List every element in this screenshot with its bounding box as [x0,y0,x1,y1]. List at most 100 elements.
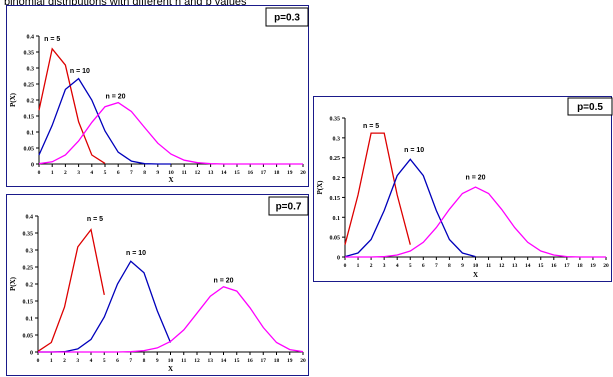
chart-svg-p05: 00.050.10.150.20.250.30.350 1 2 3 4 5 6 7 8 9 10 11… [316,97,613,279]
y-tick-label-p03: 0.05 [24,147,35,153]
x-tick-label-p07: 16 [247,358,253,364]
x-tick-label-p05: 0 [344,263,347,269]
title-box-p03 [265,7,309,27]
series-label-p07-n20: n = 20 [213,277,233,284]
series-line-p05-n20 [345,186,606,258]
x-tick-label-p05: 14 [525,263,531,269]
x-tick-label-p03: 15 [234,170,240,176]
x-tick-label-p03: 14 [221,170,227,176]
x-tick-label-p03: 17 [261,170,267,176]
y-tick-label-p07: 0.15 [23,300,34,306]
series-line-p07-n10 [38,260,172,353]
x-tick-label-p07: 7 [129,358,132,364]
series-line-p07-n5 [37,228,105,352]
x-tick-label-p07: 6 [116,358,119,364]
chart-title-p03: p=0.3 [274,13,300,24]
series-line-p05-n10 [344,158,476,258]
x-tick-label-p07: 9 [156,358,159,364]
x-tick-label-p07: 4 [90,358,93,364]
x-tick-label-p05: 7 [435,263,438,269]
y-tick-label-p05: 0.15 [330,196,341,202]
y-tick-label-p05: 0.1 [333,216,341,222]
y-tick-label-p07: 0.35 [23,232,34,238]
y-tick-label-p07: 0.1 [26,317,34,323]
y-tick-label-p07: 0.05 [23,334,34,340]
chart-panel-p07: 0 0.05 0.1 0.15 0.2 0.25 0.3 0.35 0.4 0 1 2 3 4 5 6 7 8 9 1… [6,194,309,376]
x-tick-label-p03: 12 [195,170,201,176]
chart-panel-p05: 0 0.05 0.1 0.15 0.2 0.25 0.3 0.35 0 1 2 3 4 5 6 7 8 9 10 11… [313,96,613,282]
y-axis-title-p03: P(X) [9,92,17,107]
x-tick-label-p03: 5 [104,170,107,176]
y-tick-label-p07: 0.4 [26,215,34,221]
y-tick-label-p05: 0.25 [330,156,341,162]
series-label-p05-n5: n = 5 [363,123,379,130]
y-tick-label-p05: 0.35 [330,117,341,123]
x-tick-label-p05: 6 [422,263,425,269]
y-axis-title-p07: P(X) [9,276,17,291]
x-tick-label-p07: 17 [261,358,267,364]
title-box-p05 [567,97,613,116]
x-tick-label-p07: 19 [287,358,293,364]
series-line-p05-n5 [344,132,411,245]
x-tick-label-p07: 8 [143,358,146,364]
y-tick-label-p03: 0.4 [27,35,35,41]
x-tick-label-p03: 9 [156,170,159,176]
x-tick-label-p07: 14 [221,358,227,364]
x-tick-label-p03: 6 [117,170,120,176]
y-tick-label-p05: 0.3 [333,136,341,142]
x-tick-label-p05: 5 [409,263,412,269]
y-tick-label-p03: 0.15 [24,115,35,121]
x-tick-label-p05: 18 [577,263,583,269]
y-tick-label-p03: 0.25 [24,83,35,89]
x-tick-label-p03: 7 [130,170,133,176]
x-tick-label-p03: 11 [182,170,187,176]
x-tick-label-p07: 3 [76,358,79,364]
chart-svg-p07: 00.050.10.150.20.250.30.350.40 1 2 3 4 5 6 7 8 9 1… [9,196,309,373]
y-tick-label-p03: 0.3 [27,67,35,73]
y-tick-label-p07: 0.2 [26,283,34,289]
x-tick-label-p05: 8 [448,263,451,269]
series-label-p07-n10: n = 10 [126,250,146,257]
x-tick-label-p07: 18 [274,358,280,364]
series-line-p07-n20 [38,285,304,353]
x-tick-label-p05: 15 [538,263,544,269]
cropped-header-glyphs: binomial distributions with different n … [4,0,247,8]
x-tick-label-p03: 10 [168,170,174,176]
x-tick-label-p03: 2 [64,170,67,176]
y-tick-label-p07: 0.3 [26,249,34,255]
x-tick-label-p03: 4 [90,170,93,176]
x-tick-label-p03: 1 [51,170,54,176]
x-tick-label-p05: 17 [564,263,570,269]
x-tick-label-p07: 13 [208,358,214,364]
x-tick-label-p03: 19 [287,170,293,176]
y-axis-title-p05: P(X) [316,180,324,195]
chart-title-p05: p=0.5 [577,102,603,113]
y-tick-label-p03: 0.2 [27,99,35,105]
x-axis-title-p07: X [168,365,173,373]
x-tick-label-p05: 13 [512,263,518,269]
x-tick-label-p05: 12 [499,263,505,269]
chart-svg-p03: 00.050.10.150.20.250.30.350.40 1 2 3 4 5 6 7 8 9 1… [9,7,309,184]
x-tick-label-p05: 4 [396,263,399,269]
series-label-p03-n10: n = 10 [70,68,90,75]
y-tick-label-p03: 0 [31,163,34,169]
chart-panel-p03: 0 0.05 0.1 0.15 0.2 0.25 0.3 0.35 0.4 0 1 2 3 4 5 6 7 8 9 1… [6,5,309,187]
cropped-header-text: binomial distributions with different n … [0,0,613,8]
x-tick-label-p07: 10 [168,358,174,364]
chart-title-p07: p=0.7 [276,202,302,213]
series-label-p03-n20: n = 20 [106,93,126,100]
title-box-p07 [268,196,309,216]
x-tick-label-p07: 5 [103,358,106,364]
series-line-p03-n5 [38,47,106,164]
y-tick-label-p03: 0.1 [27,131,35,137]
x-tick-label-p05: 3 [383,263,386,269]
x-tick-label-p03: 0 [38,170,41,176]
x-tick-label-p07: 15 [234,358,240,364]
x-tick-label-p07: 12 [194,358,200,364]
x-tick-label-p07: 11 [181,358,186,364]
x-tick-label-p05: 11 [486,263,491,269]
series-label-p03-n5: n = 5 [44,36,60,43]
y-tick-label-p07: 0.25 [23,266,34,272]
x-tick-label-p03: 16 [247,170,253,176]
series-label-p05-n20: n = 20 [465,175,485,182]
